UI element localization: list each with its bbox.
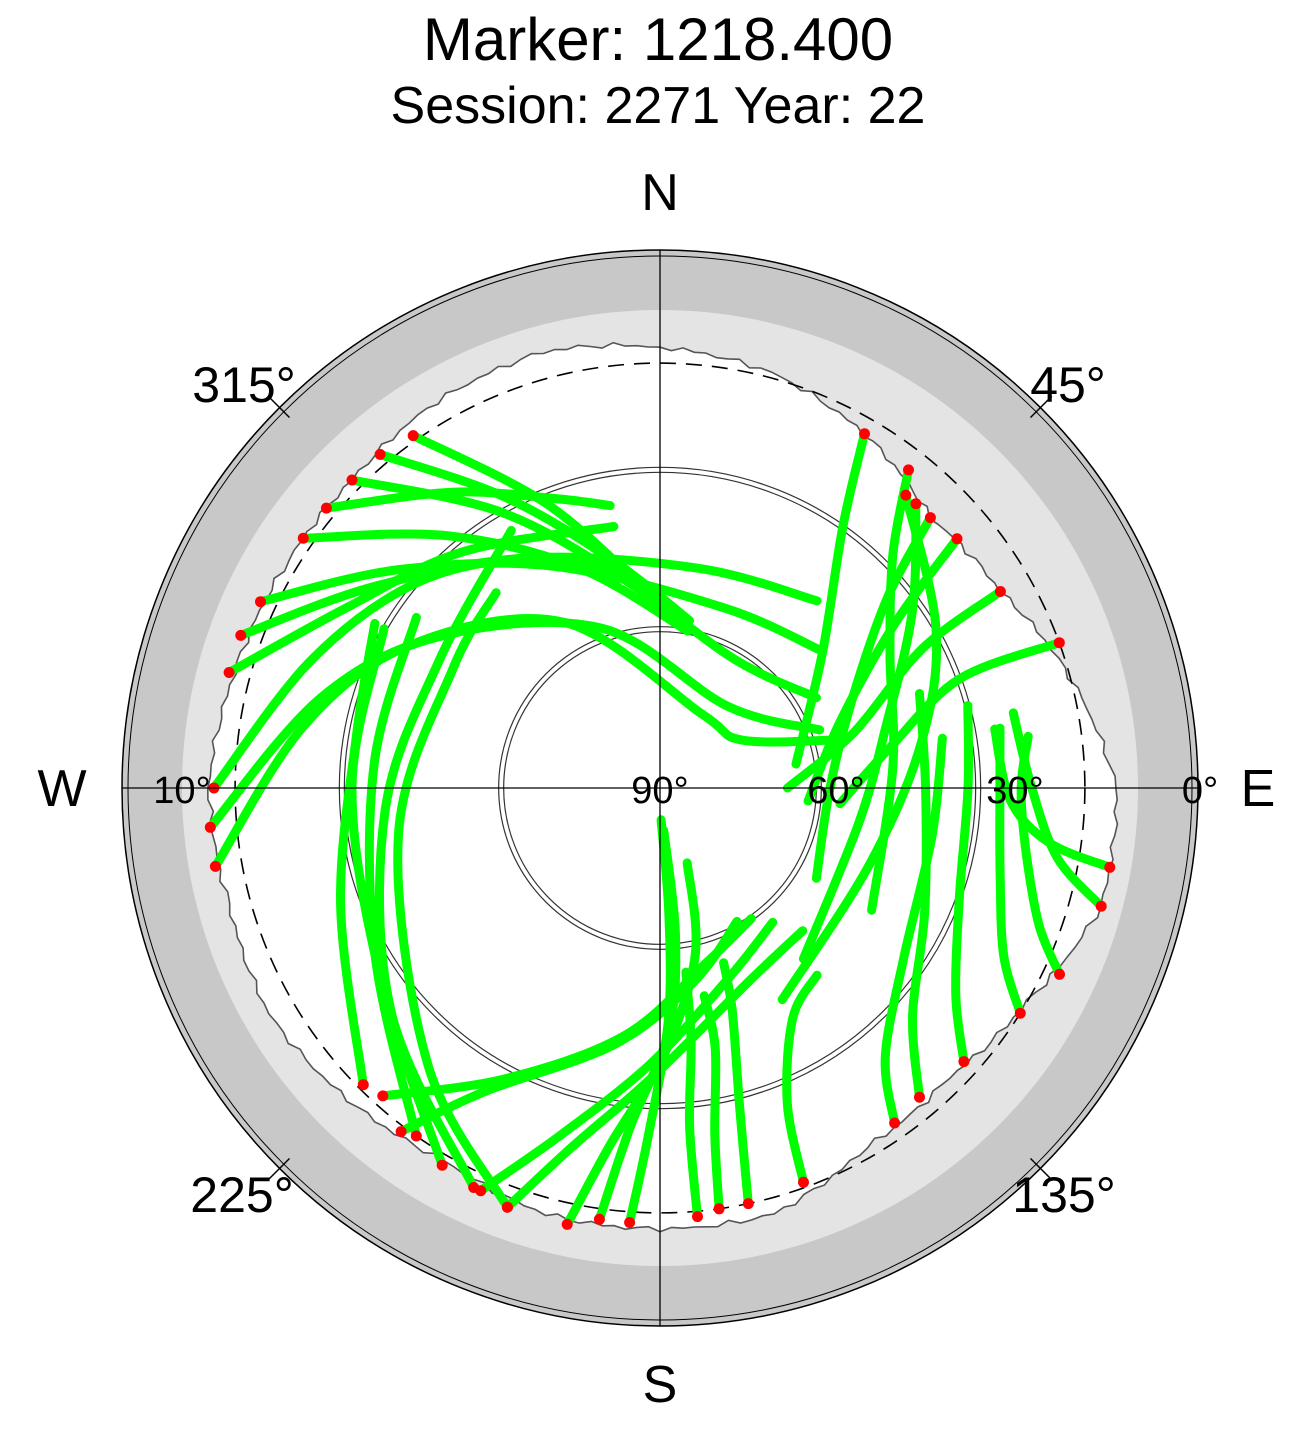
azimuth-label-45: 45° [1030, 357, 1106, 413]
elevation-label-0: 0° [1182, 770, 1218, 812]
satellite-track-23 [336, 618, 380, 1090]
track-endpoint-24 [209, 860, 221, 872]
track-endpoint-40 [1053, 637, 1065, 649]
track-endpoint-6 [593, 1213, 605, 1225]
track-endpoint-27 [223, 667, 235, 678]
satellite-track-3 [476, 917, 778, 1196]
track-endpoint-1 [395, 1126, 407, 1138]
track-endpoint-33 [374, 448, 386, 460]
track-endpoint-35 [900, 489, 912, 501]
direction-label-s: S [643, 1356, 678, 1414]
track-endpoint-42 [903, 464, 914, 476]
track-endpoint-25 [204, 821, 216, 833]
track-endpoint-18 [1104, 861, 1116, 873]
track-endpoint-9 [713, 1203, 725, 1215]
azimuth-label-225: 225° [190, 1167, 293, 1223]
axes [122, 250, 1198, 1326]
satellite-track-36 [798, 499, 921, 964]
track-endpoint-13 [914, 1091, 925, 1103]
satellite-track-7 [625, 815, 675, 1227]
track-endpoint-5 [561, 1218, 573, 1230]
satellite-track-17 [1008, 708, 1106, 911]
elevation-label-60: 60° [807, 770, 864, 812]
azimuth-label-135: 135° [1012, 1167, 1115, 1223]
azimuth-tick-315 [267, 395, 291, 419]
track-endpoint-38 [951, 533, 963, 545]
satellite-tracks [205, 429, 1115, 1229]
elevation-label-10: 10° [153, 770, 210, 812]
azimuth-label-315: 315° [192, 357, 295, 413]
track-endpoint-41 [859, 428, 870, 440]
azimuth-tick-225 [267, 1157, 291, 1181]
satellite-track-42 [867, 465, 913, 915]
track-endpoint-15 [1014, 1007, 1026, 1019]
chart-title: Marker: 1218.400 [422, 6, 894, 73]
track-endpoint-34 [407, 430, 419, 442]
satellite-track-35 [777, 490, 942, 1005]
direction-label-n: N [641, 164, 679, 222]
satellite-track-30 [298, 529, 693, 636]
track-endpoint-36 [910, 498, 922, 510]
track-endpoint-8 [692, 1211, 703, 1223]
satellite-track-10 [719, 958, 753, 1209]
azimuth-tick-45 [1029, 395, 1053, 419]
satellite-track-40 [835, 638, 1064, 809]
elevation-label-90: 90° [631, 770, 688, 812]
track-endpoint-14 [958, 1056, 970, 1068]
track-endpoint-31 [320, 502, 332, 514]
direction-label-w: W [37, 760, 86, 818]
track-endpoint-23 [357, 1079, 369, 1091]
satellite-track-29 [256, 558, 828, 656]
azimuth-tick-135 [1029, 1157, 1053, 1181]
satellite-track-32 [347, 475, 821, 703]
track-endpoint-7 [624, 1217, 636, 1228]
track-endpoint-29 [255, 596, 266, 608]
track-endpoints [204, 428, 1116, 1230]
satellite-track-2 [378, 914, 756, 1101]
track-endpoint-2 [377, 1090, 389, 1102]
track-endpoint-28 [235, 629, 247, 641]
track-endpoint-39 [994, 586, 1006, 597]
track-endpoint-30 [297, 532, 309, 544]
axis-labels: N E S W 45° 135° 225° 315° 0° 10° 30° 60… [37, 164, 1275, 1414]
elevation-label-30: 30° [986, 770, 1043, 812]
track-endpoint-32 [346, 474, 358, 486]
satellite-track-9 [699, 991, 724, 1214]
satellite-track-14 [951, 701, 974, 1067]
satellite-track-18 [990, 724, 1115, 872]
track-endpoint-22 [410, 1130, 422, 1142]
satellite-track-41 [791, 429, 869, 769]
satellite-track-11 [782, 970, 822, 1187]
track-endpoint-21 [436, 1159, 448, 1171]
track-endpoint-11 [798, 1176, 809, 1188]
satellite-track-12 [880, 733, 947, 1128]
track-endpoint-10 [742, 1198, 754, 1210]
direction-label-e: E [1241, 760, 1276, 818]
track-endpoint-20 [468, 1182, 480, 1193]
track-endpoint-12 [889, 1117, 901, 1129]
track-endpoint-37 [924, 512, 936, 524]
satellite-track-34 [408, 431, 647, 592]
satellite-track-22 [364, 612, 421, 1141]
satellite-track-13 [908, 689, 931, 1102]
track-endpoint-19 [501, 1201, 513, 1213]
satellite-track-19 [393, 588, 512, 1212]
satellite-track-33 [375, 449, 694, 626]
track-endpoint-16 [1054, 968, 1065, 980]
satellite-track-16 [1016, 731, 1064, 979]
track-endpoint-17 [1095, 900, 1107, 912]
chart-subtitle: Session: 2271 Year: 22 [390, 77, 926, 135]
satellite-track-28 [236, 552, 822, 640]
satellite-track-8 [681, 967, 702, 1222]
satellite-track-25 [205, 617, 825, 832]
